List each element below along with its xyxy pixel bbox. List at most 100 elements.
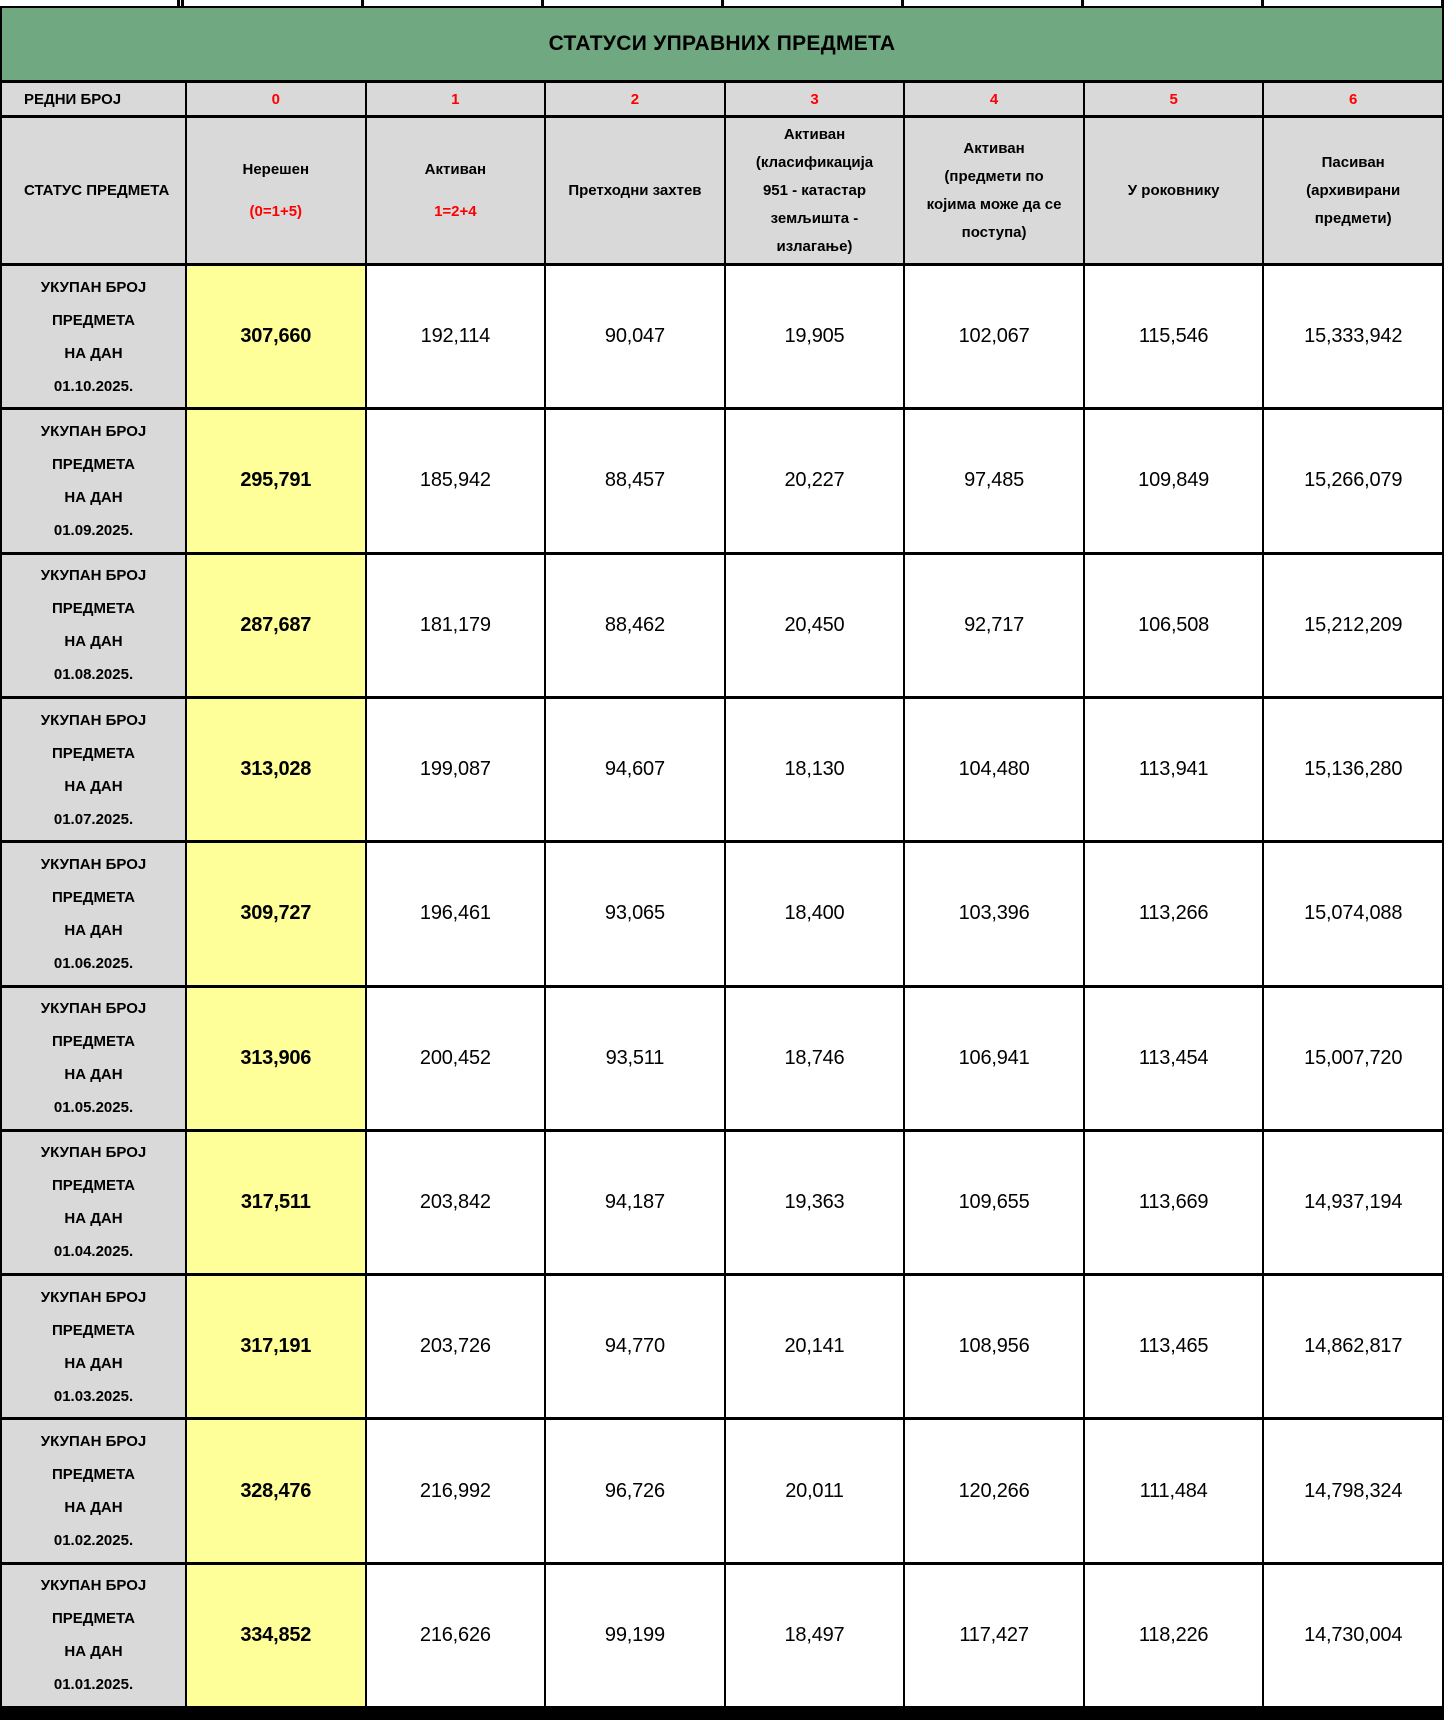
column-header-main: Активан (класификација 951 - катастар зе… (755, 125, 874, 255)
table-title: СТАТУСИ УПРАВНИХ ПРЕДМЕТА (2, 8, 1442, 80)
value-cell: 15,333,942 (1264, 266, 1442, 408)
column-header-main: Претходни захтев (568, 181, 702, 199)
row-label: УКУПАН БРОЈ ПРЕДМЕТА НА ДАН 01.07.2025. (2, 698, 185, 841)
column-header-main: Активан (предмети по којима може да се п… (926, 139, 1062, 241)
value-cell: 92,717 (905, 554, 1083, 696)
value-cell: 115,546 (1084, 266, 1263, 408)
value-cell: 14,798,324 (1264, 1420, 1442, 1562)
value-cell: 113,454 (1084, 987, 1263, 1129)
row-label: УКУПАН БРОЈ ПРЕДМЕТА НА ДАН 01.08.2025. (2, 554, 185, 696)
value-cell: 18,746 (725, 987, 904, 1129)
value-cell-total: 287,687 (187, 554, 365, 696)
value-cell-total: 317,191 (187, 1276, 365, 1418)
column-header-main: Пасиван (архивирани предмети) (1306, 153, 1401, 227)
value-cell: 117,427 (905, 1564, 1083, 1706)
value-cell: 192,114 (366, 266, 545, 408)
column-header-active: Активан 1=2+4 (366, 118, 545, 263)
value-cell: 93,065 (546, 843, 724, 985)
value-cell: 203,842 (366, 1131, 545, 1274)
value-cell: 18,400 (725, 843, 904, 985)
status-row-label: СТАТУС ПРЕДМЕТА (2, 118, 185, 263)
ordinal-row-label: РЕДНИ БРОЈ (2, 83, 185, 115)
value-cell-total: 317,511 (187, 1131, 365, 1274)
ordinal-cell-0: 0 (187, 83, 365, 115)
value-cell: 181,179 (366, 554, 545, 696)
value-cell: 103,396 (905, 843, 1083, 985)
value-cell-total: 313,906 (187, 987, 365, 1129)
column-header-main: У роковнику (1127, 181, 1220, 199)
value-cell-total: 313,028 (187, 698, 365, 841)
value-cell: 20,011 (725, 1420, 904, 1562)
value-cell: 94,770 (546, 1276, 724, 1418)
value-cell: 200,452 (366, 987, 545, 1129)
value-cell: 216,626 (366, 1564, 545, 1706)
value-cell: 102,067 (905, 266, 1083, 408)
value-cell: 113,941 (1084, 698, 1263, 841)
gridline-remnant-strip (0, 0, 1444, 6)
value-cell: 88,457 (546, 410, 724, 552)
value-cell: 185,942 (366, 410, 545, 552)
value-cell: 15,212,209 (1264, 554, 1442, 696)
value-cell: 113,465 (1084, 1276, 1263, 1418)
value-cell: 196,461 (366, 843, 545, 985)
column-header-active-classification: Активан (класификација 951 - катастар зе… (725, 118, 904, 263)
value-cell: 90,047 (546, 266, 724, 408)
column-header-formula: (0=1+5) (249, 202, 303, 220)
row-label: УКУПАН БРОЈ ПРЕДМЕТА НА ДАН 01.03.2025. (2, 1276, 185, 1418)
ordinal-cell-5: 5 (1084, 83, 1263, 115)
column-header-in-deadline: У роковнику (1084, 118, 1263, 263)
value-cell: 15,074,088 (1264, 843, 1442, 985)
value-cell: 111,484 (1084, 1420, 1263, 1562)
ordinal-cell-6: 6 (1264, 83, 1442, 115)
value-cell: 15,266,079 (1264, 410, 1442, 552)
value-cell: 104,480 (905, 698, 1083, 841)
column-header-active-actionable: Активан (предмети по којима може да се п… (905, 118, 1083, 263)
value-cell-total: 328,476 (187, 1420, 365, 1562)
value-cell: 93,511 (546, 987, 724, 1129)
value-cell: 94,607 (546, 698, 724, 841)
row-label: УКУПАН БРОЈ ПРЕДМЕТА НА ДАН 01.06.2025. (2, 843, 185, 985)
row-label: УКУПАН БРОЈ ПРЕДМЕТА НА ДАН 01.05.2025. (2, 987, 185, 1129)
ordinal-cell-1: 1 (366, 83, 545, 115)
value-cell: 113,266 (1084, 843, 1263, 985)
value-cell: 14,937,194 (1264, 1131, 1442, 1274)
column-header-main: Нерешен (242, 160, 310, 178)
value-cell: 97,485 (905, 410, 1083, 552)
value-cell-total: 295,791 (187, 410, 365, 552)
value-cell: 99,199 (546, 1564, 724, 1706)
ordinal-cell-4: 4 (905, 83, 1083, 115)
column-header-formula: 1=2+4 (434, 202, 477, 220)
row-label: УКУПАН БРОЈ ПРЕДМЕТА НА ДАН 01.02.2025. (2, 1420, 185, 1562)
value-cell: 106,508 (1084, 554, 1263, 696)
value-cell: 20,450 (725, 554, 904, 696)
value-cell-total: 309,727 (187, 843, 365, 985)
value-cell: 106,941 (905, 987, 1083, 1129)
value-cell: 108,956 (905, 1276, 1083, 1418)
ordinal-cell-3: 3 (725, 83, 904, 115)
ordinal-cell-2: 2 (546, 83, 724, 115)
value-cell: 20,141 (725, 1276, 904, 1418)
value-cell: 20,227 (725, 410, 904, 552)
value-cell: 199,087 (366, 698, 545, 841)
value-cell: 14,730,004 (1264, 1564, 1442, 1706)
value-cell: 203,726 (366, 1276, 545, 1418)
value-cell: 120,266 (905, 1420, 1083, 1562)
column-header-unresolved: Нерешен (0=1+5) (187, 118, 365, 263)
value-cell: 15,007,720 (1264, 987, 1442, 1129)
value-cell: 118,226 (1084, 1564, 1263, 1706)
column-header-previous-request: Претходни захтев (546, 118, 724, 263)
value-cell: 18,497 (725, 1564, 904, 1706)
value-cell: 15,136,280 (1264, 698, 1442, 841)
value-cell: 109,849 (1084, 410, 1263, 552)
value-cell: 96,726 (546, 1420, 724, 1562)
value-cell: 109,655 (905, 1131, 1083, 1274)
value-cell: 88,462 (546, 554, 724, 696)
row-label: УКУПАН БРОЈ ПРЕДМЕТА НА ДАН 01.10.2025. (2, 266, 185, 408)
status-table: СТАТУСИ УПРАВНИХ ПРЕДМЕТА РЕДНИ БРОЈ 0 1… (0, 6, 1444, 1720)
value-cell-total: 307,660 (187, 266, 365, 408)
row-label: УКУПАН БРОЈ ПРЕДМЕТА НА ДАН 01.01.2025. (2, 1564, 185, 1706)
row-label: УКУПАН БРОЈ ПРЕДМЕТА НА ДАН 01.09.2025. (2, 410, 185, 552)
value-cell: 19,905 (725, 266, 904, 408)
column-header-passive: Пасиван (архивирани предмети) (1264, 118, 1442, 263)
